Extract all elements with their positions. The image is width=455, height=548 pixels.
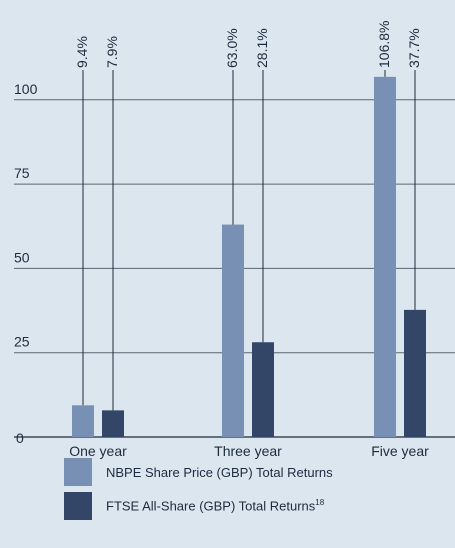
y-tick-label-75: 75 xyxy=(14,165,30,181)
x-tick-label-2: Five year xyxy=(371,443,429,459)
x-tick-label-1: Three year xyxy=(214,443,282,459)
bar-ftse-2 xyxy=(404,309,426,437)
y-tick-label-100: 100 xyxy=(14,81,38,97)
legend-item-nbpe: NBPE Share Price (GBP) Total Returns xyxy=(64,458,333,486)
legend-swatch-nbpe xyxy=(64,458,92,486)
data-label-1-2: 37.7% xyxy=(406,28,422,68)
y-tick-label-0: 0 xyxy=(16,430,24,446)
y-tick-label-25: 25 xyxy=(14,334,30,350)
data-label-1-1: 28.1% xyxy=(254,28,270,68)
data-label-0-0: 9.4% xyxy=(74,36,90,68)
bar-ftse-0 xyxy=(102,410,124,437)
data-label-1-0: 7.9% xyxy=(104,36,120,68)
legend-label-nbpe: NBPE Share Price (GBP) Total Returns xyxy=(106,464,333,480)
bar-nbpe-0 xyxy=(72,405,94,437)
x-tick-label-0: One year xyxy=(69,443,127,459)
legend-footnote-ftse: 18 xyxy=(315,498,325,508)
legend-item-ftse: FTSE All-Share (GBP) Total Returns18 xyxy=(64,492,324,520)
y-tick-label-50: 50 xyxy=(14,249,30,265)
legend-label-ftse: FTSE All-Share (GBP) Total Returns18 xyxy=(106,498,325,514)
bar-nbpe-2 xyxy=(374,76,396,438)
data-label-0-1: 63.0% xyxy=(224,28,240,68)
bar-nbpe-1 xyxy=(222,224,244,437)
legend-swatch-ftse xyxy=(64,492,92,520)
bar-ftse-1 xyxy=(252,342,274,437)
data-label-0-2: 106.8% xyxy=(376,21,392,68)
